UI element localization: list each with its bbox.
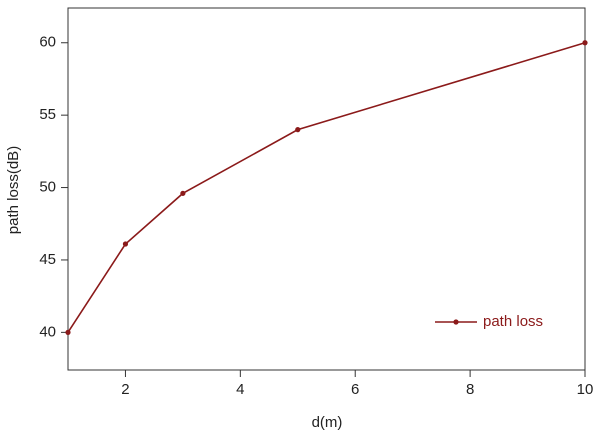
data-point xyxy=(582,40,588,46)
data-point xyxy=(65,329,71,335)
x-tick-label: 4 xyxy=(236,381,244,398)
y-tick-label: 50 xyxy=(39,179,56,196)
y-tick-label: 45 xyxy=(39,251,56,268)
y-tick-label: 40 xyxy=(39,323,56,340)
y-tick-label: 60 xyxy=(39,34,56,51)
data-line xyxy=(67,41,586,333)
x-tick-label: 8 xyxy=(466,381,474,398)
data-point xyxy=(295,127,301,133)
x-tick-label: 10 xyxy=(577,381,594,398)
data-point xyxy=(180,190,186,196)
legend-label: path loss xyxy=(483,313,543,330)
x-tick-label: 2 xyxy=(121,381,129,398)
plot-frame xyxy=(67,7,586,371)
x-axis-label: d(m) xyxy=(312,414,343,431)
y-tick-label: 55 xyxy=(39,106,56,123)
y-axis-label: path loss(dB) xyxy=(5,146,22,234)
legend-marker xyxy=(453,319,459,325)
x-tick-label: 6 xyxy=(351,381,359,398)
data-point xyxy=(122,241,129,247)
